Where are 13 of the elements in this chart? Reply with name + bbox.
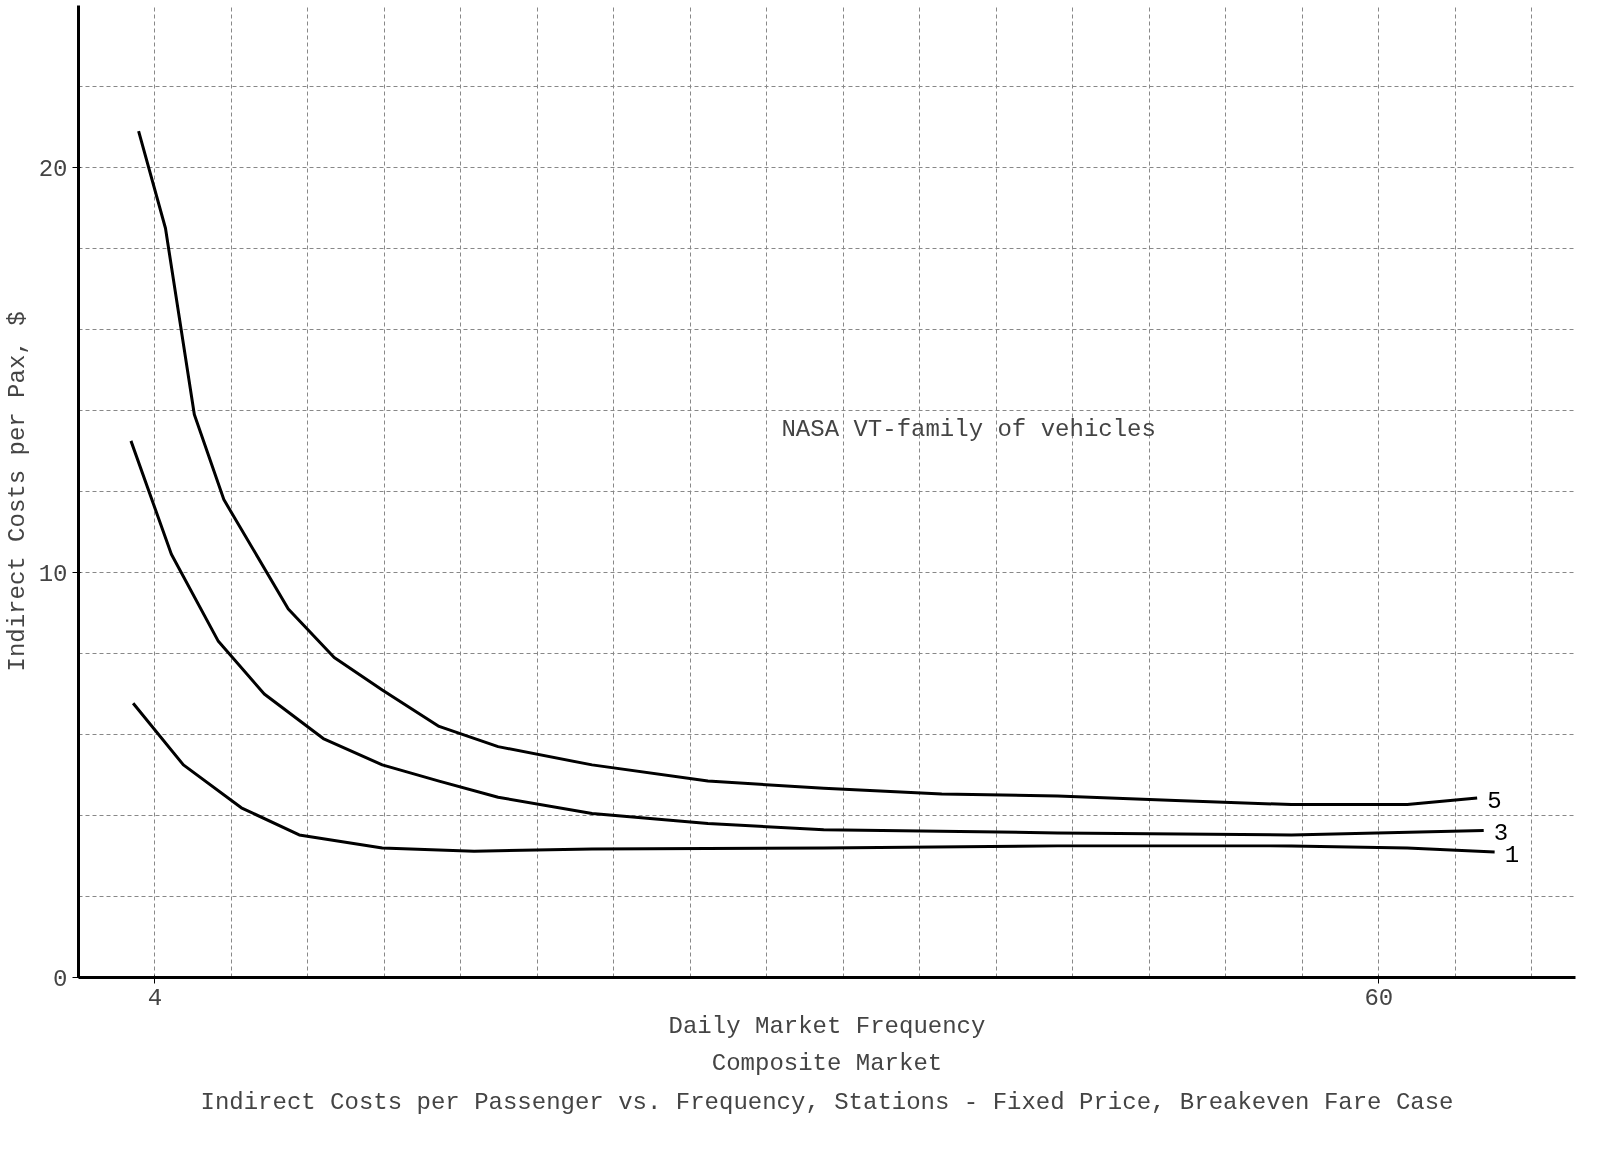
y-axis-title: Indirect Costs per Pax, $ (3, 311, 31, 672)
y-tick-label: 20 (38, 155, 68, 183)
x-axis-title: Daily Market Frequency (668, 1012, 986, 1040)
x-tick-label: 4 (147, 984, 163, 1012)
y-tick-label: 0 (53, 965, 68, 993)
x-tick-label: 60 (1364, 984, 1394, 1012)
annotation: NASA VT-family of vehicles (781, 415, 1156, 443)
text: Composite Market (711, 1049, 943, 1077)
line-series (129, 439, 1486, 837)
line-series (137, 129, 1479, 807)
series-label: 5 (1487, 788, 1502, 816)
text: Indirect Costs per Passenger vs. Frequency, Stations - Fixed Price, Breakeven Fare Case (200, 1088, 1454, 1116)
y-tick-label: 10 (38, 560, 68, 588)
